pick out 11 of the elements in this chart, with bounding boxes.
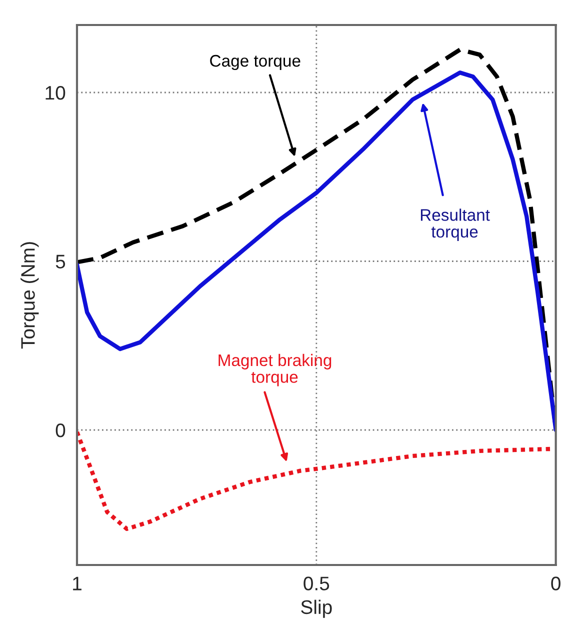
- x-axis-title: Slip: [301, 600, 332, 618]
- x-tick-label: 1: [73, 576, 82, 590]
- y-tick-label: 0: [56, 423, 66, 438]
- annotation: Resultant torque: [420, 208, 490, 241]
- annotation: Magnet braking torque: [218, 354, 332, 386]
- y-axis-title: Torque (Nm): [20, 242, 39, 349]
- annotation: Cage torque: [210, 54, 300, 70]
- y-tick-label: 10: [46, 86, 66, 100]
- y-tick-label: 5: [56, 254, 66, 268]
- x-tick-label: 0: [551, 576, 560, 590]
- x-tick-label: 0.5: [304, 576, 330, 590]
